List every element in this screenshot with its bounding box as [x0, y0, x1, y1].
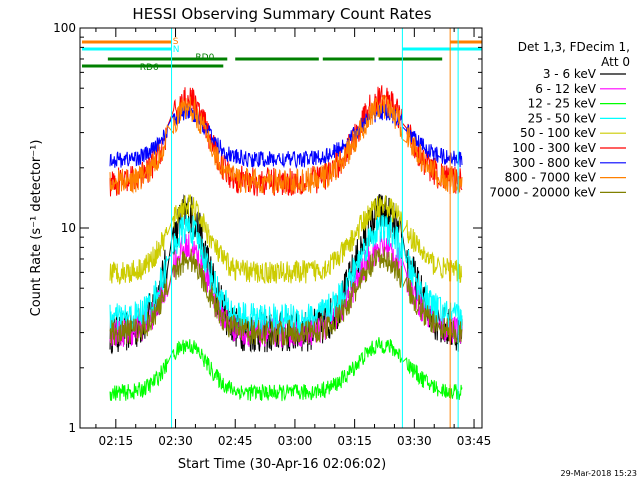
- flag-label-3: RD0: [195, 53, 214, 63]
- series-line-4: [109, 213, 463, 336]
- legend-label-8: 800 - 7000 keV: [505, 171, 597, 185]
- series-line-5: [109, 194, 463, 285]
- axes-layer: 1 10 100 02:15 02:30 02:45 03:00 03:15 03:30 03:4…: [53, 21, 491, 448]
- flag-label-2: N: [173, 45, 180, 55]
- data-layer: [109, 85, 463, 402]
- flag-label-1: S: [173, 37, 179, 47]
- x-tick-label-5: 03:30: [397, 434, 432, 448]
- x-tick-label-1: 02:30: [158, 434, 193, 448]
- legend-label-1: 3 - 6 keV: [543, 67, 597, 81]
- legend-label-9: 7000 - 20000 keV: [489, 185, 596, 199]
- legend-header-line2: Att 0: [601, 55, 630, 69]
- timestamp: 29-Mar-2018 15:23: [561, 469, 638, 478]
- series-line-9: [109, 246, 463, 346]
- flag-layer: SN RD0 RD6: [82, 28, 482, 428]
- chart-title: HESSI Observing Summary Count Rates: [132, 5, 431, 23]
- x-tick-label-0: 02:15: [99, 434, 134, 448]
- y-tick-label-0: 1: [68, 421, 76, 435]
- x-tick-label-6: 03:45: [457, 434, 492, 448]
- legend-label-5: 50 - 100 keV: [520, 126, 597, 140]
- legend-label-4: 25 - 50 keV: [528, 111, 597, 125]
- legend-label-6: 100 - 300 keV: [512, 141, 596, 155]
- series-line-8: [109, 94, 463, 195]
- y-tick-label-2: 100: [53, 21, 76, 35]
- x-axis-label: Start Time (30-Apr-16 02:06:02): [178, 457, 386, 472]
- legend-label-7: 300 - 800 keV: [512, 156, 596, 170]
- flag-label-4: RD6: [140, 63, 159, 73]
- legend-label-2: 6 - 12 keV: [535, 82, 597, 96]
- legend-header-line1: Det 1,3, FDecim 1,: [518, 40, 630, 54]
- legend-label-3: 12 - 25 keV: [528, 97, 597, 111]
- series-line-3: [109, 337, 463, 402]
- y-tick-label-1: 10: [61, 221, 76, 235]
- x-tick-label-4: 03:15: [337, 434, 372, 448]
- x-tick-label-3: 03:00: [278, 434, 313, 448]
- y-axis-label: Count Rate (s⁻¹ detector⁻¹): [29, 140, 44, 317]
- x-tick-label-2: 02:45: [218, 434, 253, 448]
